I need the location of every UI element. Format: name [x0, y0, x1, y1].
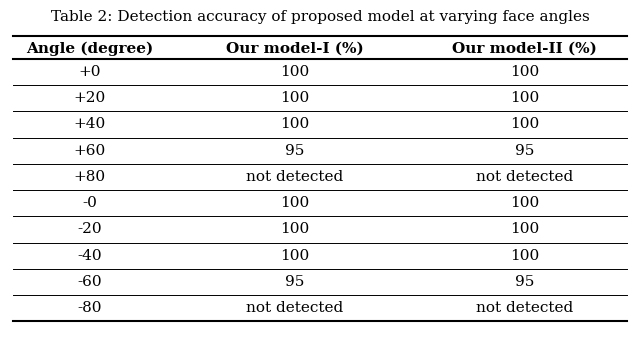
Text: not detected: not detected: [246, 170, 343, 184]
Text: not detected: not detected: [246, 301, 343, 315]
Text: not detected: not detected: [476, 301, 573, 315]
Text: 100: 100: [280, 196, 309, 210]
Text: 95: 95: [285, 144, 304, 158]
Text: +80: +80: [74, 170, 106, 184]
Text: 95: 95: [515, 275, 534, 289]
Text: 100: 100: [510, 249, 540, 263]
Text: -0: -0: [82, 196, 97, 210]
Text: +60: +60: [74, 144, 106, 158]
Text: 100: 100: [510, 65, 540, 79]
Text: Our model-II (%): Our model-II (%): [452, 41, 597, 56]
Text: not detected: not detected: [476, 170, 573, 184]
Text: +20: +20: [74, 91, 106, 105]
Text: 100: 100: [280, 222, 309, 236]
Text: 100: 100: [510, 117, 540, 131]
Text: 100: 100: [280, 249, 309, 263]
Text: 100: 100: [510, 91, 540, 105]
Text: 95: 95: [285, 275, 304, 289]
Text: 95: 95: [515, 144, 534, 158]
Text: -80: -80: [77, 301, 102, 315]
Text: 100: 100: [280, 117, 309, 131]
Text: 100: 100: [510, 196, 540, 210]
Text: -40: -40: [77, 249, 102, 263]
Text: Angle (degree): Angle (degree): [26, 41, 153, 56]
Text: Our model-I (%): Our model-I (%): [225, 41, 364, 56]
Text: 100: 100: [280, 91, 309, 105]
Text: -20: -20: [77, 222, 102, 236]
Text: 100: 100: [280, 65, 309, 79]
Text: Table 2: Detection accuracy of proposed model at varying face angles: Table 2: Detection accuracy of proposed …: [51, 10, 589, 24]
Text: +0: +0: [78, 65, 101, 79]
Text: +40: +40: [74, 117, 106, 131]
Text: 100: 100: [510, 222, 540, 236]
Text: -60: -60: [77, 275, 102, 289]
